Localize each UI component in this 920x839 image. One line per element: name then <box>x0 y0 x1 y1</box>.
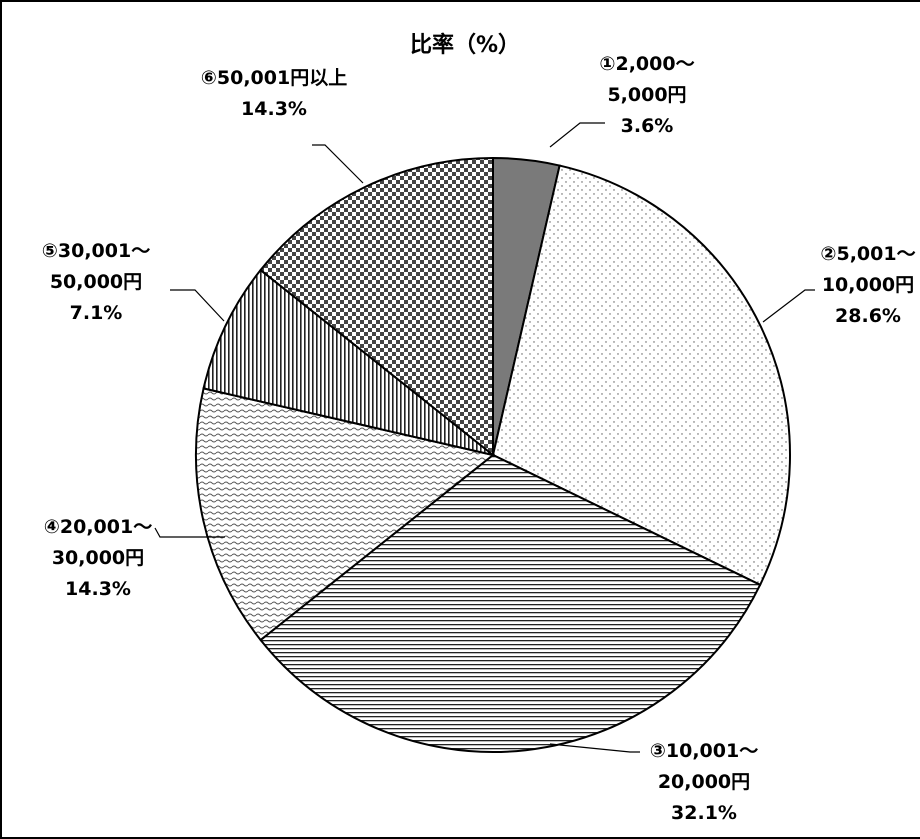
leader-line-3 <box>549 743 640 753</box>
slice-label-3: ③10,001～ <box>650 740 758 762</box>
slice-label-6: ⑥50,001円以上 <box>201 67 347 89</box>
slice-label-1: 5,000円 <box>607 84 686 106</box>
leader-line-5 <box>170 289 225 322</box>
pie-slice-4 <box>195 387 496 642</box>
slice-value-6: 14.3% <box>241 98 307 120</box>
pie-slice-2 <box>491 164 791 587</box>
leader-line-4 <box>154 527 225 538</box>
slice-value-4: 14.3% <box>65 578 131 600</box>
slice-label-2: 10,000円 <box>822 274 914 296</box>
slice-value-5: 7.1% <box>70 302 123 324</box>
slice-value-1: 3.6% <box>621 115 674 137</box>
pie-slice-6 <box>259 156 494 458</box>
slice-label-5: ⑤30,001～ <box>42 240 150 262</box>
pie-slice-5 <box>202 268 494 456</box>
leader-line-1 <box>549 122 605 148</box>
slice-label-3: 20,000円 <box>658 771 750 793</box>
slice-label-1: ①2,000～ <box>599 53 694 75</box>
chart-title: 比率（%） <box>410 32 520 58</box>
leader-line-2 <box>762 289 815 323</box>
slice-label-4: 30,000円 <box>52 547 144 569</box>
slice-label-4: ④20,001～ <box>44 516 152 538</box>
slice-label-5: 50,000円 <box>50 271 142 293</box>
pie-slice-3 <box>259 453 762 753</box>
leader-line-6 <box>312 144 364 184</box>
slice-value-3: 32.1% <box>671 802 737 824</box>
slice-label-2: ②5,001～ <box>820 243 915 265</box>
slice-value-2: 28.6% <box>835 305 901 327</box>
